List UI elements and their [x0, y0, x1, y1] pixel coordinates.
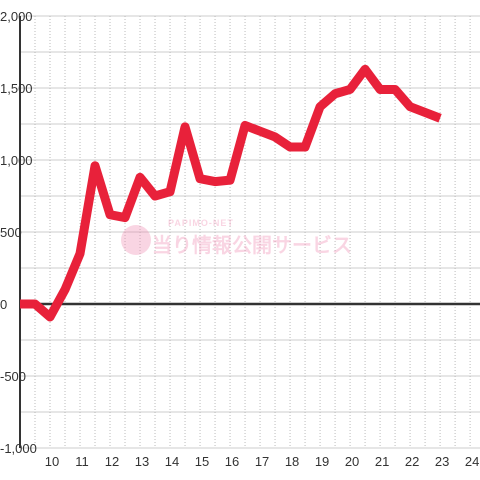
y-tick-label: -500	[0, 369, 26, 384]
x-tick-label: 21	[375, 454, 389, 469]
y-tick-label: -1,000	[0, 441, 37, 456]
watermark-text: 当り情報公開サービス	[152, 233, 352, 257]
x-tick-label: 18	[285, 454, 299, 469]
x-tick-label: 17	[255, 454, 269, 469]
y-tick-label: 2,000	[0, 9, 33, 24]
x-tick-label: 14	[165, 454, 179, 469]
x-tick-label: 24	[465, 454, 479, 469]
x-tick-label: 20	[345, 454, 359, 469]
x-tick-label: 23	[435, 454, 449, 469]
x-tick-label: 16	[225, 454, 239, 469]
watermark-small: PAPIMO-NET	[168, 218, 234, 228]
x-tick-label: 22	[405, 454, 419, 469]
y-tick-label: 1,500	[0, 81, 33, 96]
data-line	[20, 64, 442, 322]
watermark: PAPIMO-NET 当り情報公開サービス	[121, 218, 352, 257]
y-tick-label: 1,000	[0, 153, 33, 168]
y-tick-label: 0	[0, 297, 7, 312]
y-tick-label: 500	[0, 225, 22, 240]
x-tick-label: 13	[135, 454, 149, 469]
x-tick-label: 15	[195, 454, 209, 469]
x-tick-label: 12	[105, 454, 119, 469]
x-tick-label: 10	[45, 454, 59, 469]
x-tick-label: 19	[315, 454, 329, 469]
x-tick-label: 11	[75, 454, 89, 469]
watermark-icon	[121, 225, 151, 255]
